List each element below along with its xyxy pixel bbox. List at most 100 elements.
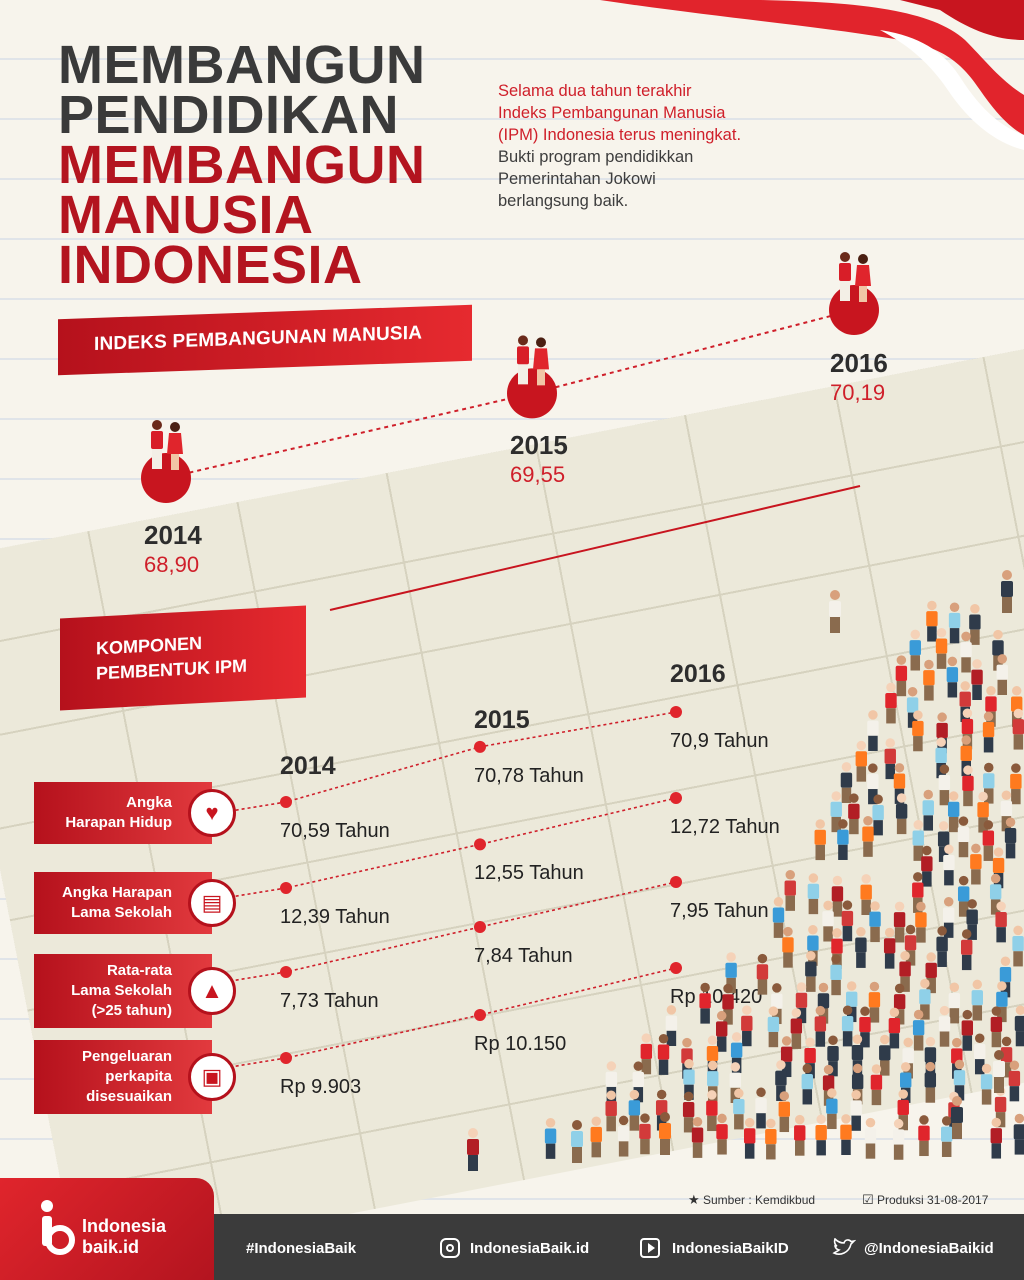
crowd-person: [936, 926, 948, 967]
person-legs: [949, 628, 960, 644]
crowd-person: [867, 710, 879, 751]
crowd-person: [699, 982, 711, 1024]
person-legs: [840, 281, 850, 301]
person-body: [867, 773, 879, 790]
person-head: [849, 793, 859, 803]
person-legs: [994, 1077, 1004, 1093]
person-body: [794, 1125, 806, 1141]
crowd-person: [960, 631, 972, 673]
intro-line: Indeks Pembangunan Manusia: [498, 104, 726, 122]
twitter-icon[interactable]: [832, 1238, 856, 1258]
person-body: [805, 961, 817, 977]
crowd-person: [977, 791, 989, 833]
person-legs: [943, 922, 954, 938]
crowd-person: [980, 1063, 993, 1105]
crowd-person: [855, 927, 867, 968]
person-legs: [871, 1089, 882, 1106]
person-head: [916, 901, 926, 912]
component-series-line: [211, 881, 677, 985]
person-head: [827, 1088, 837, 1098]
hashtag-link[interactable]: #IndonesiaBaik: [246, 1240, 357, 1257]
crowd-person: [918, 1115, 930, 1157]
crowd-person: [938, 1005, 951, 1047]
person-legs: [815, 844, 825, 861]
person-head: [832, 875, 843, 886]
person-head: [903, 1037, 913, 1048]
person-legs: [889, 1033, 900, 1049]
person-body: [795, 992, 808, 1008]
person-body: [959, 691, 971, 707]
person-legs: [995, 1112, 1006, 1128]
person-body: [817, 993, 830, 1009]
person-head: [893, 1118, 904, 1129]
crowd-person: [743, 1117, 756, 1159]
logo-text[interactable]: Indonesia baik.id: [82, 1216, 166, 1258]
person-head: [726, 952, 736, 962]
intro-line: berlangsung baik.: [498, 192, 629, 210]
twitter-link[interactable]: @IndonesiaBaikid: [864, 1240, 994, 1257]
person-head: [796, 982, 807, 992]
person-head: [660, 1112, 670, 1122]
person-body: [962, 775, 974, 791]
person-head: [920, 978, 930, 989]
component-series-line: [211, 797, 677, 901]
person-body: [855, 751, 868, 767]
instagram-icon[interactable]: [440, 1238, 460, 1258]
person-body: [659, 1123, 671, 1139]
crowd-person: [892, 1118, 905, 1160]
person-head: [708, 1060, 718, 1071]
person-body: [605, 1071, 618, 1087]
person-legs: [865, 1143, 876, 1159]
person-body: [855, 265, 871, 286]
person-legs: [954, 1085, 965, 1101]
crowd-person: [467, 1128, 479, 1171]
person-body: [909, 640, 921, 656]
component-value-label: 70,78 Tahun: [474, 764, 584, 787]
person-head: [913, 1009, 924, 1020]
person-legs: [952, 1123, 962, 1139]
person-body: [741, 1015, 753, 1032]
person-body: [960, 642, 972, 658]
person-head: [852, 1034, 863, 1045]
component-label-text: Pengeluaran perkapita disesuaikan: [82, 1047, 172, 1107]
person-head: [860, 1006, 870, 1017]
person-body: [1012, 719, 1024, 735]
person-head: [766, 1118, 776, 1129]
person-legs: [894, 1009, 905, 1025]
person-legs: [884, 953, 895, 969]
person-body: [912, 830, 924, 846]
person-legs: [1014, 1139, 1024, 1155]
person-head: [785, 870, 796, 880]
person-body: [544, 1128, 557, 1144]
crowd-person: [906, 686, 919, 728]
crowd-person: [989, 873, 1002, 915]
crowd-person: [1008, 1060, 1021, 1102]
person-legs: [961, 954, 972, 971]
person-head: [936, 737, 946, 747]
person-legs: [734, 1114, 744, 1130]
person-body: [730, 1042, 743, 1058]
crowd-person: [544, 1118, 557, 1159]
instagram-link[interactable]: IndonesiaBaik.id: [470, 1240, 590, 1257]
person-legs: [996, 927, 1006, 943]
crowd-person: [755, 1087, 767, 1129]
person-body: [912, 1020, 925, 1036]
person-head: [842, 900, 853, 910]
crowd-person: [971, 659, 983, 701]
crowd-person: [628, 1089, 641, 1131]
crowd-person: [830, 791, 842, 833]
person-legs: [618, 1141, 629, 1157]
component-label-box: Angka Harapan Hidup: [34, 782, 212, 844]
youtube-link[interactable]: IndonesiaBaikID: [672, 1240, 789, 1257]
graduation-cap-icon: ▲: [201, 978, 223, 1003]
person-head: [773, 897, 784, 907]
component-value-label: Rp 10.150: [474, 1033, 567, 1055]
person-body: [868, 992, 881, 1008]
crowd-person: [840, 1114, 852, 1155]
youtube-icon[interactable]: [640, 1238, 660, 1258]
person-head: [913, 710, 923, 720]
person-head: [823, 900, 833, 911]
person-legs: [1013, 951, 1023, 967]
component-point-marker: [670, 792, 682, 804]
person-head: [997, 981, 1007, 991]
